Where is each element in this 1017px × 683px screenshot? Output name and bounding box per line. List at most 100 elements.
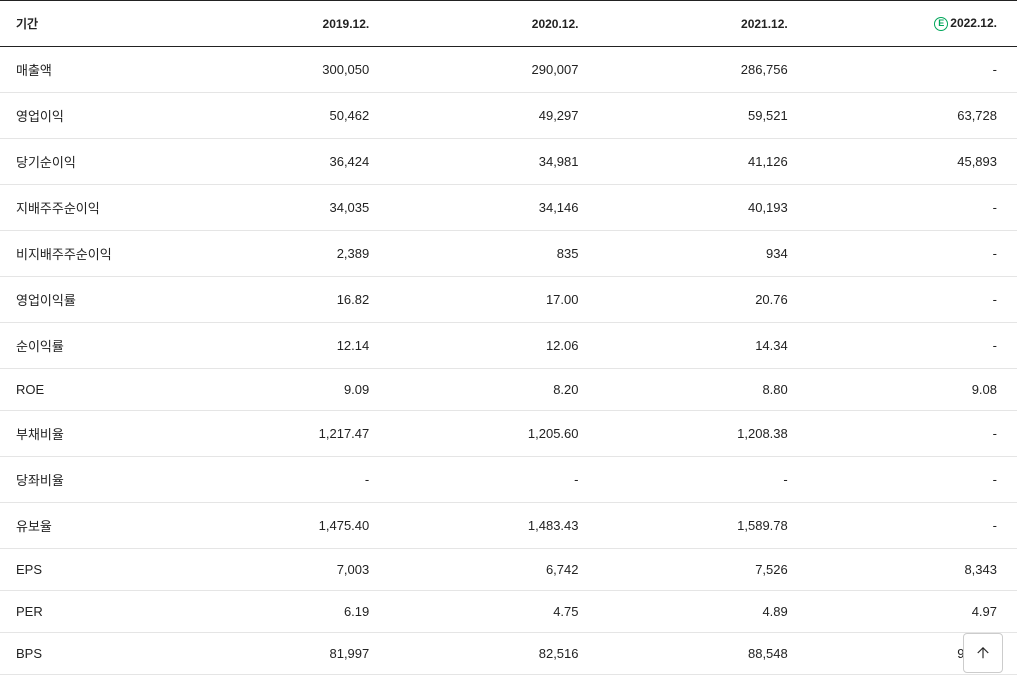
financial-table: 기간 2019.12. 2020.12. 2021.12. E2022.12. …: [0, 0, 1017, 683]
row-label: 지배주주순이익: [0, 185, 180, 231]
row-value: 1,589.78: [599, 503, 808, 549]
row-value: 7,003: [180, 549, 389, 591]
row-value: 20.76: [599, 277, 808, 323]
row-value: 16.82: [180, 277, 389, 323]
table-row: BPS81,99782,51688,54895,529: [0, 633, 1017, 675]
row-label: 비지배주주순이익: [0, 231, 180, 277]
row-value: -: [808, 457, 1017, 503]
table-row: 지배주주순이익34,03534,14640,193-: [0, 185, 1017, 231]
row-label: 유보율: [0, 503, 180, 549]
row-value: 12.06: [389, 323, 598, 369]
row-value: -: [808, 47, 1017, 93]
row-value: 88,548: [599, 633, 808, 675]
row-value: 14.34: [599, 323, 808, 369]
row-label: 영업이익: [0, 93, 180, 139]
header-period-0: 2019.12.: [180, 1, 389, 47]
row-value: 4.89: [599, 591, 808, 633]
row-label: BPS: [0, 633, 180, 675]
row-value: 1,217.47: [180, 411, 389, 457]
row-label: 당좌비율: [0, 457, 180, 503]
row-value: 286,756: [599, 47, 808, 93]
row-value: 59,521: [599, 93, 808, 139]
table-header-row: 기간 2019.12. 2020.12. 2021.12. E2022.12.: [0, 1, 1017, 47]
row-value: 41,126: [599, 139, 808, 185]
row-value: 0.42: [599, 675, 808, 683]
table-row: 비지배주주순이익2,389835934-: [0, 231, 1017, 277]
row-value: 34,146: [389, 185, 598, 231]
row-value: 82,516: [389, 633, 598, 675]
table-row: ROE9.098.208.809.08: [0, 369, 1017, 411]
financial-table-container: 기간 2019.12. 2020.12. 2021.12. E2022.12. …: [0, 0, 1017, 683]
row-value: 12.14: [180, 323, 389, 369]
row-value: -: [808, 231, 1017, 277]
row-value: 0.53: [180, 675, 389, 683]
table-row: EPS7,0036,7427,5268,343: [0, 549, 1017, 591]
table-row: 순이익률12.1412.0614.34-: [0, 323, 1017, 369]
row-value: 63,728: [808, 93, 1017, 139]
row-value: -: [180, 457, 389, 503]
row-value: -: [389, 457, 598, 503]
row-value: 8.20: [389, 369, 598, 411]
row-value: 17.00: [389, 277, 598, 323]
header-period-3: E2022.12.: [808, 1, 1017, 47]
row-value: 45,893: [808, 139, 1017, 185]
table-row: 당좌비율----: [0, 457, 1017, 503]
row-value: -: [808, 411, 1017, 457]
arrow-up-icon: [974, 644, 992, 662]
row-value: 9.09: [180, 369, 389, 411]
row-value: 4.75: [389, 591, 598, 633]
row-value: 34,981: [389, 139, 598, 185]
row-value: 1,205.60: [389, 411, 598, 457]
row-value: -: [808, 323, 1017, 369]
row-value: -: [599, 457, 808, 503]
row-label: EPS: [0, 549, 180, 591]
table-row: 유보율1,475.401,483.431,589.78-: [0, 503, 1017, 549]
row-value: 49,297: [389, 93, 598, 139]
row-value: 835: [389, 231, 598, 277]
row-value: 6,742: [389, 549, 598, 591]
header-period-2: 2021.12.: [599, 1, 808, 47]
table-row: 매출액300,050290,007286,756-: [0, 47, 1017, 93]
row-value: 8,343: [808, 549, 1017, 591]
row-value: -: [808, 277, 1017, 323]
header-period-1: 2020.12.: [389, 1, 598, 47]
row-value: 36,424: [180, 139, 389, 185]
row-value: 0.39: [389, 675, 598, 683]
header-label-col: 기간: [0, 1, 180, 47]
row-label: 매출액: [0, 47, 180, 93]
row-value: 1,475.40: [180, 503, 389, 549]
scroll-top-button[interactable]: [963, 633, 1003, 673]
row-value: 8.80: [599, 369, 808, 411]
row-value: 0.43: [808, 675, 1017, 683]
row-value: 300,050: [180, 47, 389, 93]
row-value: 6.19: [180, 591, 389, 633]
row-value: -: [808, 185, 1017, 231]
row-value: 9.08: [808, 369, 1017, 411]
table-row: PER6.194.754.894.97: [0, 591, 1017, 633]
row-value: 81,997: [180, 633, 389, 675]
estimate-badge-icon: E: [934, 17, 948, 31]
row-value: 50,462: [180, 93, 389, 139]
row-label: PBR: [0, 675, 180, 683]
row-value: 1,483.43: [389, 503, 598, 549]
table-row: PBR0.530.390.420.43: [0, 675, 1017, 683]
row-value: 2,389: [180, 231, 389, 277]
table-row: 당기순이익36,42434,98141,12645,893: [0, 139, 1017, 185]
row-value: 40,193: [599, 185, 808, 231]
header-period-3-label: 2022.12.: [950, 16, 997, 30]
table-body: 매출액300,050290,007286,756-영업이익50,46249,29…: [0, 47, 1017, 683]
row-label: 부채비율: [0, 411, 180, 457]
row-value: 34,035: [180, 185, 389, 231]
table-row: 부채비율1,217.471,205.601,208.38-: [0, 411, 1017, 457]
table-row: 영업이익50,46249,29759,52163,728: [0, 93, 1017, 139]
row-value: 1,208.38: [599, 411, 808, 457]
row-value: 4.97: [808, 591, 1017, 633]
row-value: 934: [599, 231, 808, 277]
row-value: -: [808, 503, 1017, 549]
row-label: PER: [0, 591, 180, 633]
row-label: 당기순이익: [0, 139, 180, 185]
row-label: ROE: [0, 369, 180, 411]
row-label: 순이익률: [0, 323, 180, 369]
row-value: 290,007: [389, 47, 598, 93]
row-value: 7,526: [599, 549, 808, 591]
